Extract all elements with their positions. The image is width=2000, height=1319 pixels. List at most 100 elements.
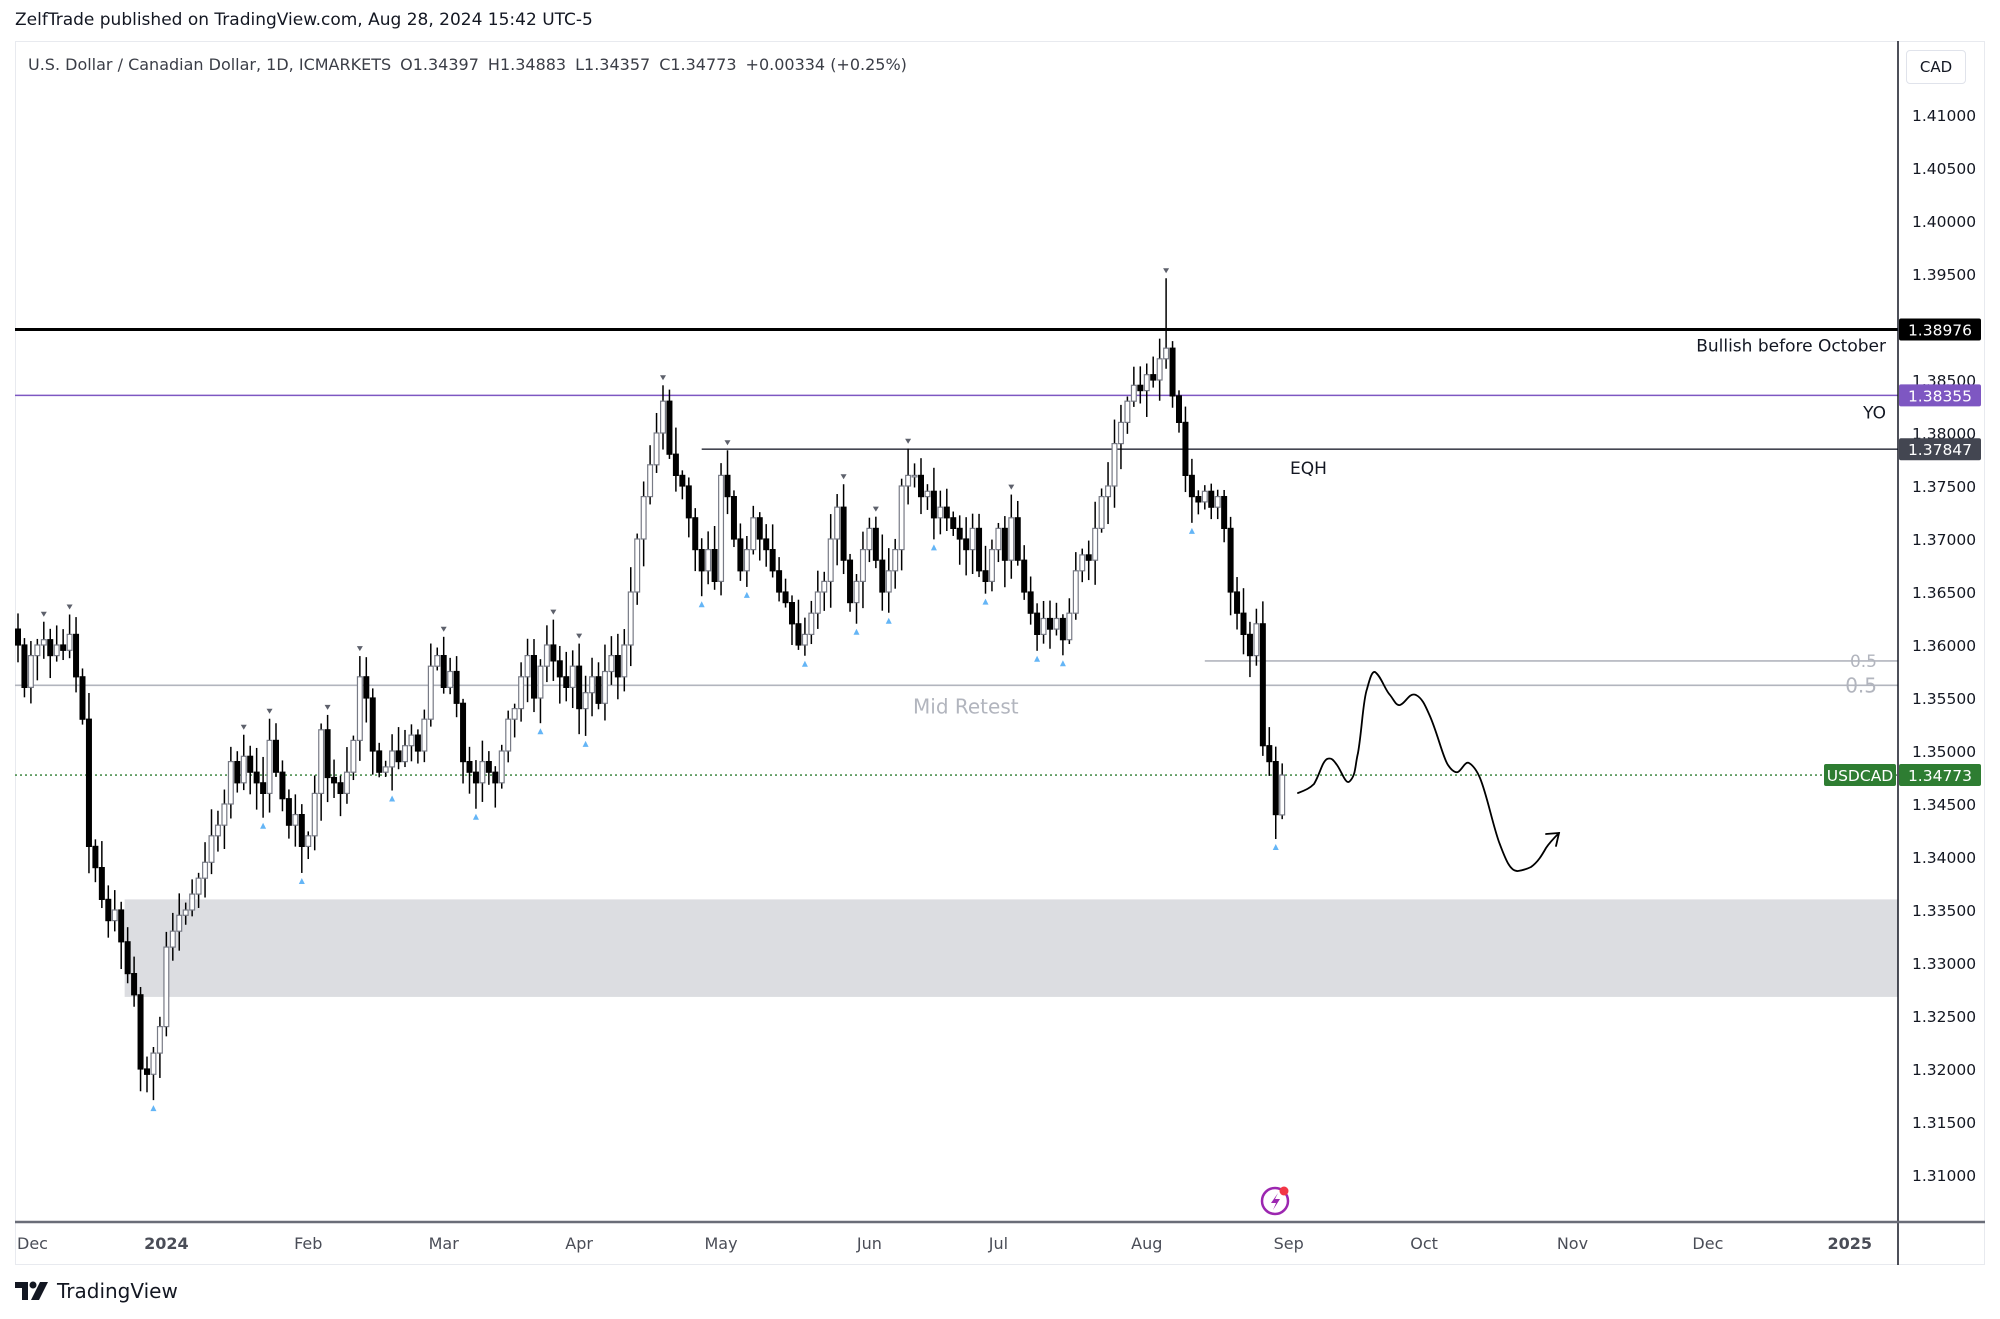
candle[interactable] <box>79 668 86 725</box>
candle[interactable] <box>182 902 189 925</box>
candle[interactable] <box>105 885 112 938</box>
candle[interactable] <box>763 524 770 567</box>
candle[interactable] <box>827 514 834 608</box>
candle[interactable] <box>943 488 950 532</box>
candle[interactable] <box>814 570 821 629</box>
candle[interactable] <box>227 746 234 819</box>
candle[interactable] <box>298 804 305 884</box>
candle[interactable] <box>595 662 602 710</box>
candle[interactable] <box>801 617 808 667</box>
currency-button[interactable]: CAD <box>1906 50 1966 84</box>
candle[interactable] <box>898 478 905 571</box>
candle[interactable] <box>395 727 402 770</box>
candle[interactable] <box>447 657 454 695</box>
candle[interactable] <box>963 517 970 576</box>
candle[interactable] <box>937 490 944 535</box>
candle[interactable] <box>621 629 628 692</box>
candle[interactable] <box>234 751 241 793</box>
candle[interactable] <box>21 638 28 698</box>
candle[interactable] <box>208 809 215 875</box>
candle[interactable] <box>1195 490 1202 515</box>
candle[interactable] <box>866 517 873 563</box>
candle[interactable] <box>1117 404 1124 470</box>
candle[interactable] <box>389 734 396 802</box>
candle[interactable] <box>382 760 389 777</box>
candle[interactable] <box>582 675 589 747</box>
candle[interactable] <box>260 756 267 829</box>
candle[interactable] <box>98 841 105 909</box>
candle[interactable] <box>969 513 976 574</box>
candle[interactable] <box>144 1056 151 1093</box>
candle[interactable] <box>472 760 479 820</box>
candle[interactable] <box>847 553 854 612</box>
candle[interactable] <box>40 611 47 659</box>
candle[interactable] <box>930 467 937 551</box>
candle[interactable] <box>402 729 409 768</box>
candle[interactable] <box>34 638 41 681</box>
candle[interactable] <box>1021 545 1028 600</box>
candle[interactable] <box>769 524 776 578</box>
candle[interactable] <box>879 534 886 611</box>
chart-frame[interactable] <box>15 41 1985 1265</box>
candle[interactable] <box>537 659 544 735</box>
candle[interactable] <box>1156 338 1163 401</box>
bullish-price-badge[interactable]: 1.38976 <box>1899 318 1981 341</box>
candle[interactable] <box>202 842 209 898</box>
candle[interactable] <box>266 708 273 813</box>
candle[interactable] <box>305 831 312 860</box>
candle[interactable] <box>1046 600 1053 649</box>
candle[interactable] <box>1124 396 1131 434</box>
candle[interactable] <box>569 650 576 709</box>
candle[interactable] <box>550 609 557 681</box>
candle[interactable] <box>718 463 725 596</box>
candle[interactable] <box>1001 516 1008 588</box>
candle[interactable] <box>1221 489 1228 543</box>
candle[interactable] <box>331 759 338 798</box>
candle[interactable] <box>189 879 196 917</box>
candle[interactable] <box>885 548 892 624</box>
candle[interactable] <box>950 511 957 536</box>
candle[interactable] <box>589 657 596 717</box>
candle[interactable] <box>892 538 899 589</box>
candle[interactable] <box>653 412 660 473</box>
candle[interactable] <box>1137 366 1144 404</box>
candle[interactable] <box>956 515 963 565</box>
candle[interactable] <box>408 724 415 762</box>
candle[interactable] <box>608 636 615 685</box>
candle[interactable] <box>1208 483 1215 520</box>
candle[interactable] <box>672 427 679 492</box>
candle[interactable] <box>466 746 473 794</box>
candle[interactable] <box>92 839 99 883</box>
candle[interactable] <box>279 760 286 812</box>
candle[interactable] <box>1259 601 1266 756</box>
candle[interactable] <box>853 574 860 635</box>
candle[interactable] <box>273 723 280 778</box>
candle[interactable] <box>988 539 995 592</box>
candle[interactable] <box>498 744 505 789</box>
candle[interactable] <box>711 525 718 590</box>
footer-brand[interactable]: TradingView <box>15 1279 178 1303</box>
candle[interactable] <box>1169 341 1176 408</box>
candle[interactable] <box>460 698 467 784</box>
candle[interactable] <box>743 535 750 598</box>
candle[interactable] <box>1266 727 1273 776</box>
candle[interactable] <box>679 470 686 500</box>
candle[interactable] <box>1201 485 1208 510</box>
candle[interactable] <box>1053 602 1060 636</box>
demand-zone[interactable] <box>124 899 1898 997</box>
candle[interactable] <box>640 481 647 567</box>
candle[interactable] <box>124 927 131 984</box>
candle[interactable] <box>131 956 138 1007</box>
candle[interactable] <box>808 600 815 645</box>
candle[interactable] <box>1072 552 1079 620</box>
candle[interactable] <box>685 477 692 538</box>
symbol-badge[interactable]: USDCAD <box>1824 764 1896 787</box>
candle[interactable] <box>1092 501 1099 585</box>
candle[interactable] <box>66 604 73 659</box>
candle[interactable] <box>492 766 499 808</box>
candle[interactable] <box>292 794 299 847</box>
candle[interactable] <box>1008 484 1015 579</box>
candle[interactable] <box>27 641 34 704</box>
candle[interactable] <box>1246 621 1253 678</box>
candle[interactable] <box>666 389 673 459</box>
